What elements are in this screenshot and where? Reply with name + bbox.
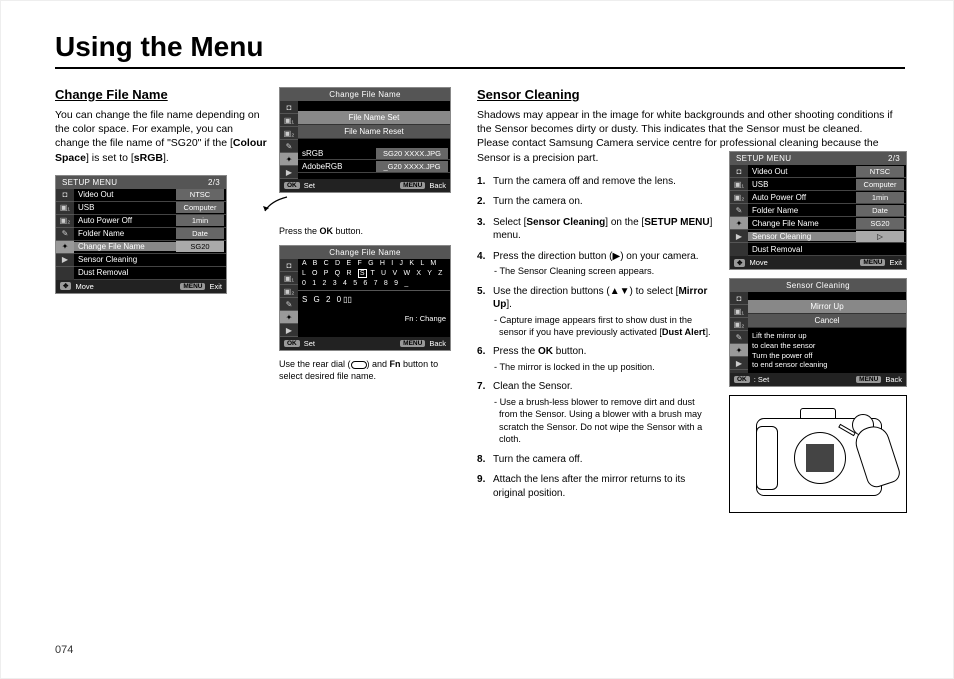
sensor-cleaning-menu: Sensor Cleaning ◘▣₁▣₂✎✦▶ Mirror Up Cance… — [729, 278, 907, 387]
cancel-item[interactable]: Cancel — [748, 314, 906, 328]
step-item: Use the direction buttons (▲▼) to select… — [477, 285, 715, 339]
step-item: Turn the camera on. — [477, 195, 715, 209]
camera-illustration — [729, 395, 907, 513]
intro-text-left: You can change the file name depending o… — [55, 108, 267, 165]
setup-menu-screen-left: SETUP MENU2/3 ◘ ▣₁ ▣₂ ✎ ✦ ▶ Video OutNTS… — [55, 175, 227, 294]
menu-row[interactable]: Sensor Cleaning▷ — [748, 230, 906, 243]
step-item: Attach the lens after the mirror returns… — [477, 473, 715, 500]
page-title: Using the Menu — [55, 31, 905, 69]
menu-row[interactable]: Sensor Cleaning — [74, 254, 226, 267]
step-item: Clean the Sensor.- Use a brush-less blow… — [477, 380, 715, 445]
user2-icon: ▣₂ — [56, 215, 74, 228]
menu-row[interactable]: Change File NameSG20 — [74, 241, 226, 254]
step-item: Press the OK button.- The mirror is lock… — [477, 345, 715, 373]
caption-press-ok: Press the OK button. — [279, 226, 451, 237]
menu-row[interactable]: Video OutNTSC — [748, 165, 906, 178]
menu-row[interactable]: Folder NameDate — [74, 228, 226, 241]
heading-sensor-cleaning: Sensor Cleaning — [477, 87, 715, 102]
file-name-set[interactable]: File Name Set — [298, 111, 450, 125]
file-name-reset[interactable]: File Name Reset — [298, 125, 450, 139]
caption-rear-dial: Use the rear dial () and Fn button to se… — [279, 359, 451, 382]
heading-change-file-name: Change File Name — [55, 87, 267, 102]
dial-icon — [351, 361, 367, 369]
page-number: 074 — [55, 644, 73, 656]
menu-row[interactable]: USBComputer — [748, 178, 906, 191]
menu-row[interactable]: Change File NameSG20 — [748, 217, 906, 230]
menu-row[interactable]: Auto Power Off1min — [74, 215, 226, 228]
menu-row[interactable]: Video OutNTSC — [74, 189, 226, 202]
menu-row[interactable]: Dust Removal — [74, 267, 226, 280]
fn-chip: Fn — [405, 314, 414, 323]
menu-row[interactable]: USBComputer — [74, 202, 226, 215]
menu-row[interactable]: Auto Power Off1min — [748, 191, 906, 204]
nav-icon: ✥ — [60, 282, 71, 290]
mirror-up-item[interactable]: Mirror Up — [748, 300, 906, 314]
ok-arrow-icon — [261, 195, 279, 220]
step-item: Press the direction button (▶) on your c… — [477, 250, 715, 278]
menu-chip: MENU — [180, 283, 205, 290]
step-item: Turn the camera off and remove the lens. — [477, 175, 715, 189]
step-item: Turn the camera off. — [477, 453, 715, 467]
camera-icon: ◘ — [56, 189, 74, 202]
setup-menu-screen-right: SETUP MENU2/3 ◘▣₁▣₂✎✦▶ Video OutNTSCUSBC… — [729, 151, 907, 270]
menu-row[interactable]: Folder NameDate — [748, 204, 906, 217]
menu-row[interactable]: Dust Removal — [748, 243, 906, 256]
char-entry-menu: Change File Name ◘▣₁▣₂✎✦▶ A B C D E F G … — [279, 245, 451, 351]
play-icon: ▶ — [56, 254, 74, 267]
change-file-name-menu: Change File Name ◘▣₁▣₂✎✦▶ File Name Set … — [279, 87, 451, 193]
menu-side-icons: ◘ ▣₁ ▣₂ ✎ ✦ ▶ — [56, 189, 74, 280]
ok-chip: OK — [284, 182, 300, 189]
step-item: Select [Sensor Cleaning] on the [SETUP M… — [477, 216, 715, 243]
steps-list: Turn the camera off and remove the lens.… — [477, 175, 715, 500]
user1-icon: ▣₁ — [56, 202, 74, 215]
edit-icon: ✎ — [56, 228, 74, 241]
wrench-icon: ✦ — [56, 241, 74, 254]
